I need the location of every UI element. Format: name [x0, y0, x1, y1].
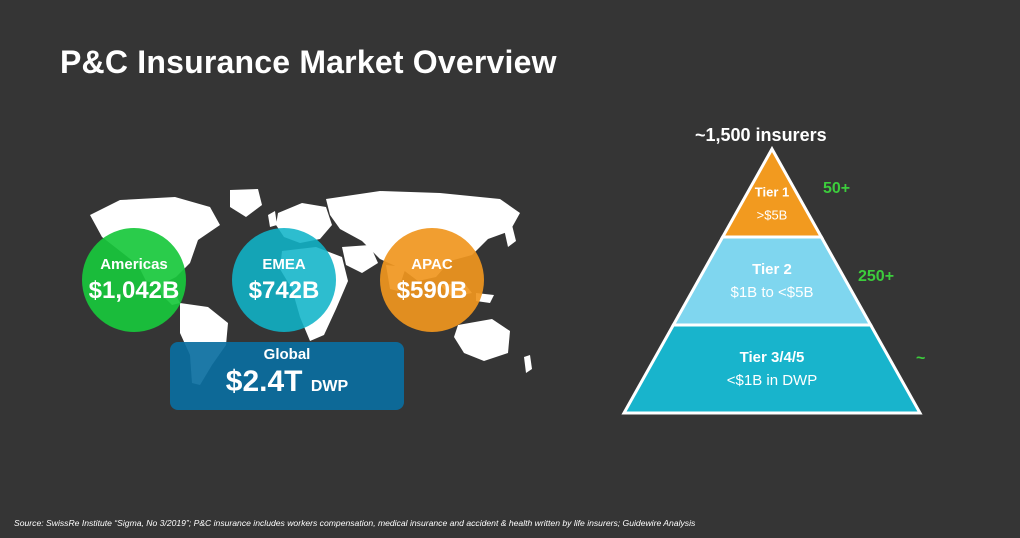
tier-name: Tier 2: [752, 261, 792, 278]
pyramid-tier-3: [621, 323, 923, 415]
tier-name: Tier 1: [755, 185, 789, 200]
global-value-line: $2.4T DWP: [170, 365, 404, 399]
global-unit: DWP: [310, 378, 349, 395]
region-name: APAC: [411, 255, 453, 273]
source-footnote: Source: SwissRe Institute “Sigma, No 3/2…: [14, 518, 696, 528]
region-value: $1,042B: [88, 276, 180, 304]
emea-region-bubble: EMEA $742B: [232, 228, 336, 332]
tier-name: Tier 3/4/5: [740, 349, 805, 366]
pyramid-tier-2: [670, 235, 874, 327]
americas-region-bubble: Americas $1,042B: [82, 228, 186, 332]
pyramid-labels: Tier 1 >$5B 50+ Tier 2 $1B to <$5B 250+ Tier 3…: [727, 180, 925, 389]
region-value: $590B: [396, 276, 468, 304]
tier-count: ~1,200: [916, 350, 925, 367]
insurers-total-label: ~1,500 insurers: [695, 125, 827, 145]
tier-range: $1B to <$5B: [731, 284, 814, 301]
region-name: EMEA: [262, 255, 306, 273]
region-value: $742B: [248, 276, 320, 304]
tier-range: >$5B: [757, 208, 788, 223]
tier-count: 250+: [858, 268, 894, 285]
apac-region-bubble: APAC $590B: [380, 228, 484, 332]
global-value: $2.4T: [225, 365, 303, 398]
tier-range: <$1B in DWP: [727, 372, 817, 389]
global-total-box: Global $2.4T DWP: [170, 342, 404, 410]
page-title: P&C Insurance Market Overview: [60, 44, 557, 80]
global-label: Global: [263, 346, 311, 363]
tier-count: 50+: [823, 180, 850, 197]
insurer-tier-pyramid: Tier 1 >$5B 50+ Tier 2 $1B to <$5B 250+ Tier 3…: [621, 145, 925, 415]
pyramid-shapes: [621, 145, 923, 415]
region-name: Americas: [100, 255, 168, 273]
